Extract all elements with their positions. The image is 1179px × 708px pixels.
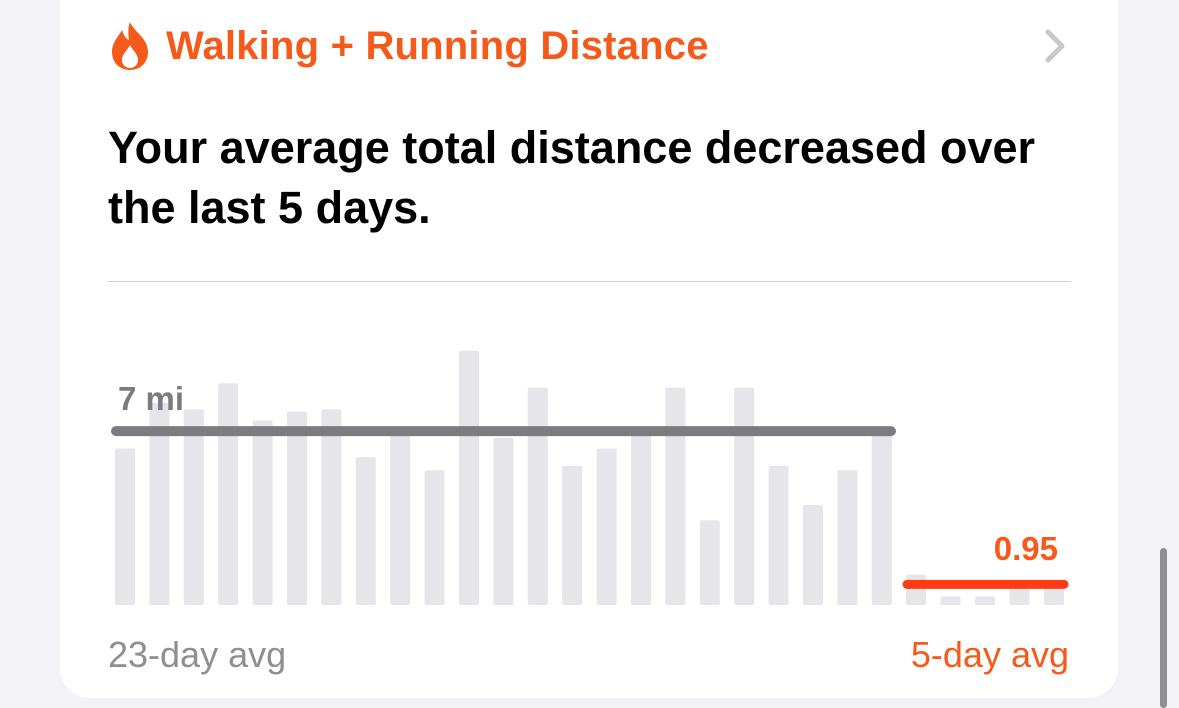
avg-23-day-value: 7 mi — [118, 380, 184, 417]
bar-23-day — [183, 409, 204, 605]
bar-23-day — [390, 435, 411, 605]
bar-23-day — [665, 387, 686, 605]
card-header[interactable]: Walking + Running Distance — [108, 20, 709, 72]
divider — [108, 281, 1071, 282]
bar-23-day — [218, 383, 239, 605]
trend-headline: Your average total distance decreased ov… — [108, 122, 1036, 233]
bar-5-day — [940, 596, 961, 605]
bar-23-day — [562, 465, 583, 605]
bar-23-day — [252, 420, 273, 605]
bar-23-day — [355, 457, 376, 605]
bar-23-day — [493, 437, 514, 605]
bar-23-day — [149, 402, 170, 605]
scrollbar[interactable] — [1160, 548, 1167, 708]
avg-5-day-value: 0.95 — [994, 530, 1058, 567]
bar-23-day — [631, 431, 651, 605]
bar-23-day — [424, 470, 445, 605]
bar-23-day — [871, 433, 892, 605]
bar-23-day — [768, 465, 789, 605]
card-title: Walking + Running Distance — [166, 23, 709, 68]
flame-icon — [112, 22, 148, 70]
bar-23-day — [459, 350, 479, 605]
bar-23-day — [803, 505, 823, 605]
bar-23-day — [596, 448, 617, 605]
footer-5-day-avg: 5-day avg — [910, 634, 1069, 675]
chevron-right-icon[interactable] — [1040, 26, 1070, 66]
bar-23-day — [115, 448, 135, 605]
bar-23-day — [734, 387, 755, 605]
bar-5-day — [906, 574, 926, 605]
footer-23-day-avg: 23-day avg — [108, 634, 287, 675]
bar-23-day — [287, 411, 307, 605]
bar-23-day — [321, 409, 342, 605]
bar-23-day — [837, 470, 858, 605]
bar-5-day — [1044, 587, 1064, 605]
bar-23-day — [527, 387, 548, 605]
bar-23-day — [699, 520, 720, 605]
bar-5-day — [975, 596, 995, 605]
